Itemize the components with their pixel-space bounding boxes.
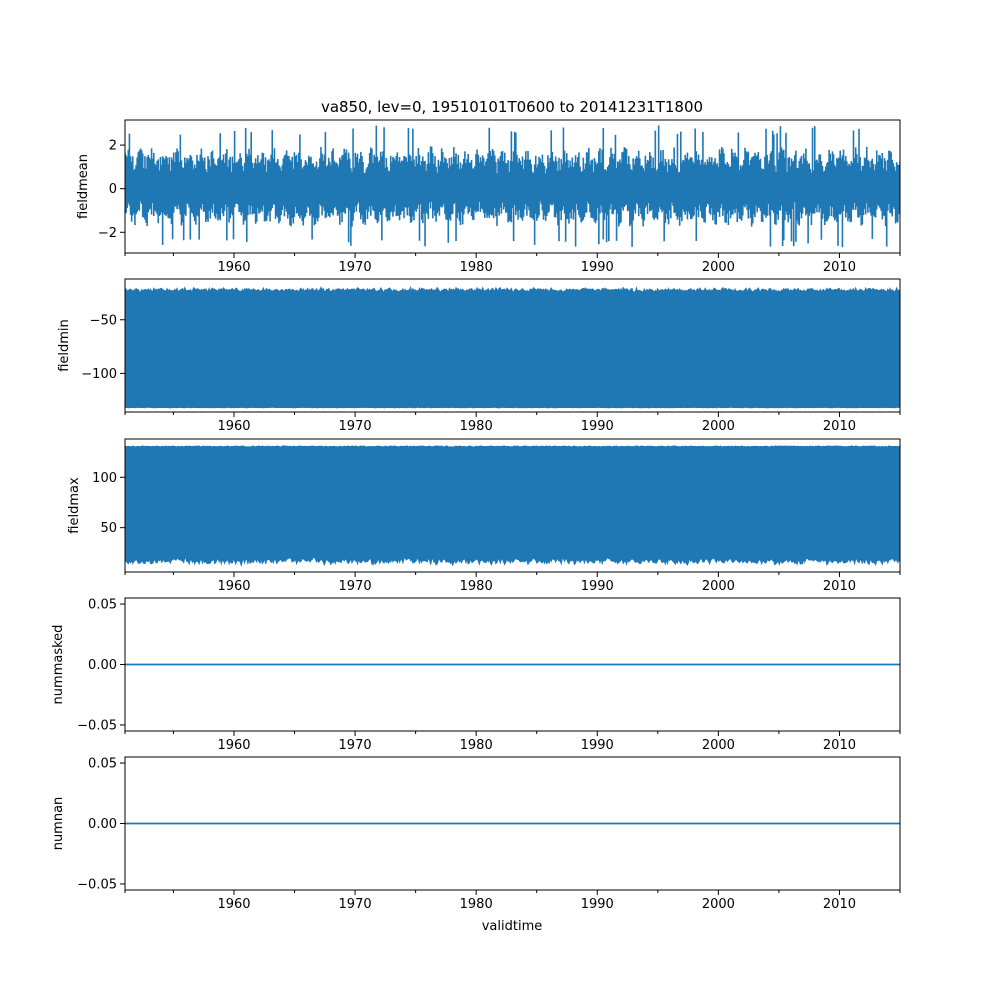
y-tick-label: −2 (98, 226, 117, 241)
y-tick-label: 0.05 (88, 598, 117, 613)
series-fieldmean (125, 125, 900, 248)
y-axis-label: nummasked (51, 625, 66, 705)
x-tick-label: 1970 (339, 897, 372, 912)
x-tick-label: 2010 (823, 260, 856, 275)
x-axis-label: validtime (482, 919, 543, 934)
x-tick-label: 1990 (581, 738, 614, 753)
axes-frame (124, 278, 901, 413)
y-axis-label: fieldmean (76, 154, 91, 219)
x-tick-label: 2000 (702, 738, 735, 753)
y-tick-label: 0.05 (88, 757, 117, 772)
x-tick-label: 1980 (460, 897, 493, 912)
x-tick-label: 1990 (581, 897, 614, 912)
y-tick-label: −100 (81, 367, 117, 382)
x-tick-label: 1990 (581, 579, 614, 594)
panels: 1960 1970 1980 1990 2000 2010−202fieldmean196… (51, 119, 901, 912)
panel-numnan: 1960 1970 1980 1990 2000 2010 0.05 0.00 −0.05 num… (51, 756, 901, 912)
axes-frame (124, 119, 901, 254)
y-axis-label: numnan (51, 797, 66, 851)
x-tick-label: 2000 (702, 419, 735, 434)
y-tick-label: 100 (92, 471, 117, 486)
x-tick-label: 1970 (339, 260, 372, 275)
x-tick-label: 1980 (460, 579, 493, 594)
y-tick-label: −50 (90, 313, 117, 328)
x-tick-label: 1990 (581, 260, 614, 275)
series-line (125, 125, 900, 248)
y-tick-label: 0 (109, 182, 117, 197)
panel-fieldmean: 1960 1970 1980 1990 2000 2010 −2 0 2 fieldmean (76, 119, 901, 275)
x-tick-label: 2000 (702, 579, 735, 594)
series-fieldmax (125, 445, 900, 567)
x-tick-label: 1980 (460, 260, 493, 275)
x-tick-label: 1960 (217, 897, 250, 912)
x-tick-label: 2010 (823, 579, 856, 594)
x-tick-label: 2000 (702, 260, 735, 275)
y-tick-label: 0.00 (88, 817, 117, 832)
y-axis-label: fieldmin (57, 319, 72, 372)
panel-fieldmin: 1960 1970 1980 1990 2000 2010 −50 −100 fieldmin (57, 278, 901, 434)
x-tick-label: 1960 (217, 738, 250, 753)
x-tick-label: 1960 (217, 260, 250, 275)
y-tick-label: −0.05 (77, 877, 117, 892)
x-tick-label: 2010 (823, 738, 856, 753)
x-tick-label: 1960 (217, 579, 250, 594)
axes-frame (124, 438, 901, 573)
x-tick-label: 1980 (460, 738, 493, 753)
x-tick-label: 2010 (823, 897, 856, 912)
panel-nummasked: 1960 1970 1980 1990 2000 2010 0.05 0.00 −0.05 num… (51, 597, 901, 753)
x-tick-label: 1970 (339, 579, 372, 594)
series-band (125, 445, 900, 567)
x-tick-label: 1960 (217, 419, 250, 434)
y-tick-label: 2 (109, 139, 117, 154)
panel-fieldmax: 1960 1970 1980 1990 2000 2010 50 100 fieldmax (67, 438, 901, 594)
y-axis-label: fieldmax (67, 477, 82, 534)
y-tick-label: 50 (100, 521, 117, 536)
x-tick-label: 2010 (823, 419, 856, 434)
series-band (125, 285, 900, 409)
x-tick-label: 2000 (702, 897, 735, 912)
chart-title: va850, lev=0, 19510101T0600 to 20141231T… (321, 98, 703, 116)
y-tick-label: −0.05 (77, 718, 117, 733)
x-tick-label: 1980 (460, 419, 493, 434)
x-tick-label: 1970 (339, 738, 372, 753)
x-tick-label: 1970 (339, 419, 372, 434)
series-fieldmin (125, 285, 900, 409)
y-tick-label: 0.00 (88, 658, 117, 673)
x-tick-label: 1990 (581, 419, 614, 434)
